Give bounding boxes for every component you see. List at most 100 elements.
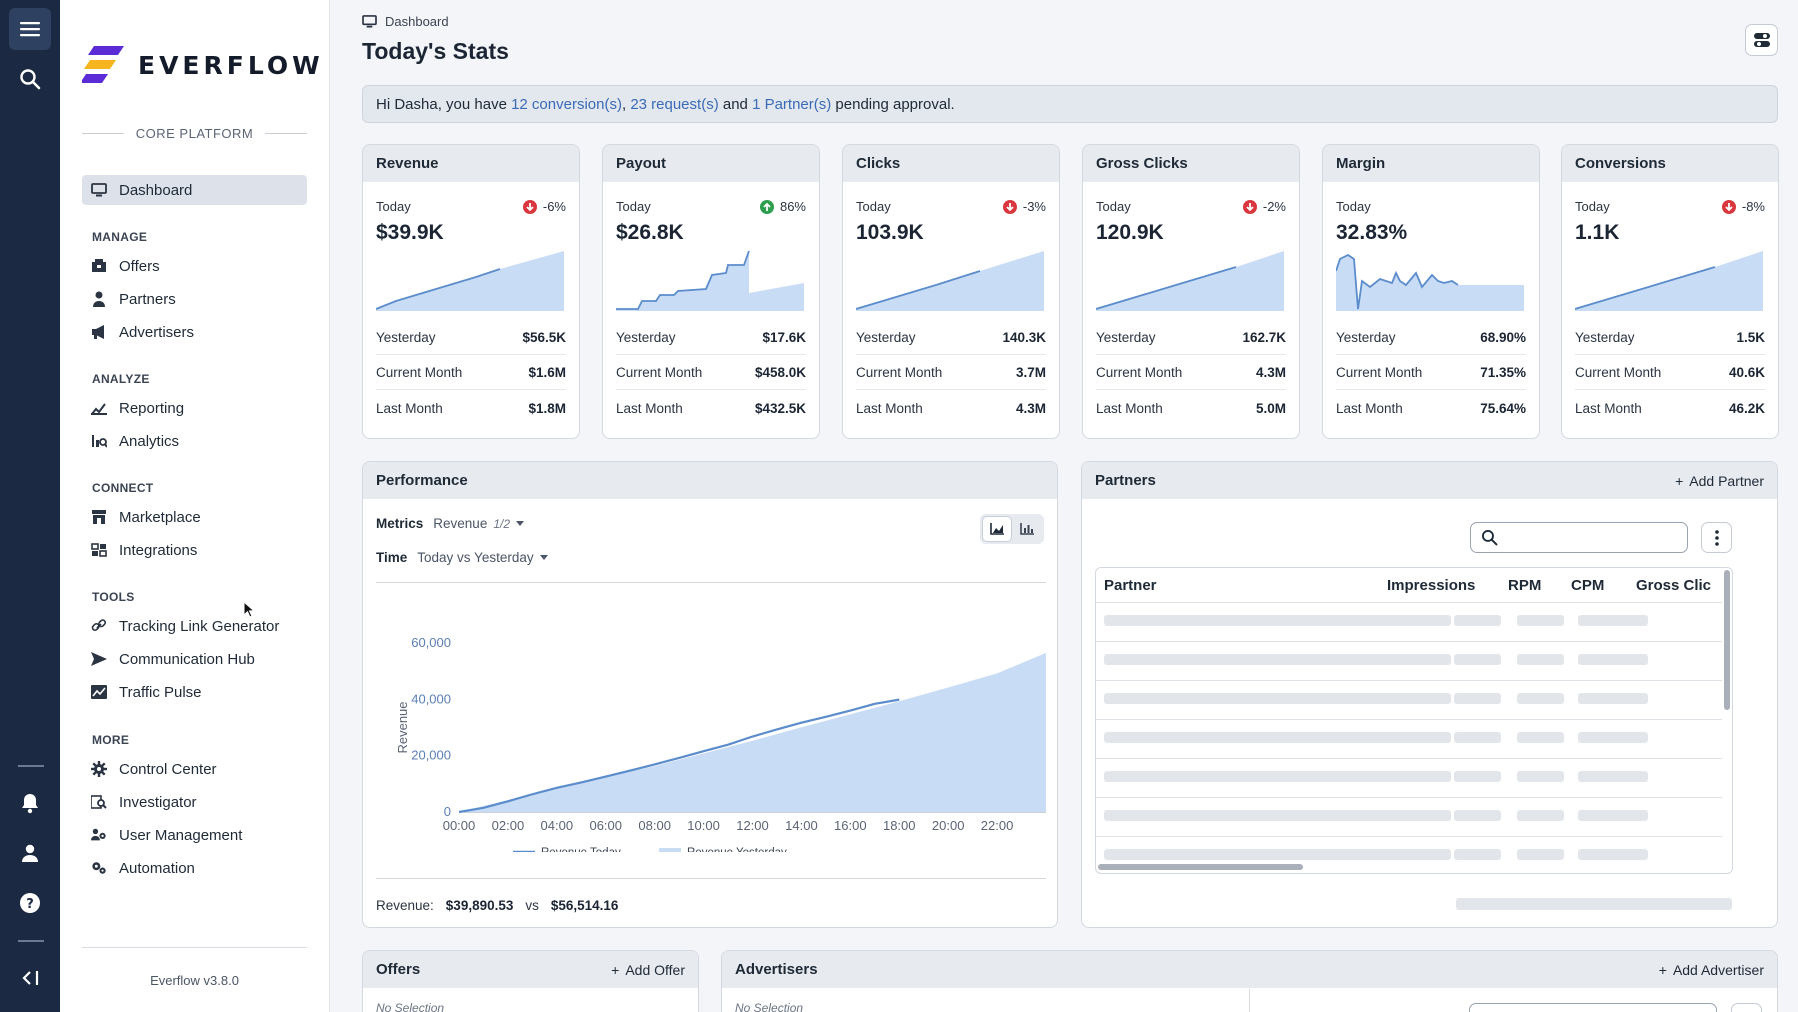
loading-placeholder [1454,693,1501,704]
conversions-link[interactable]: 12 conversion(s) [511,95,622,113]
loading-placeholder [1104,771,1373,782]
change-percent: -6% [522,199,566,214]
loading-placeholder [1578,849,1648,860]
everflow-logo[interactable]: EVERFLOW [82,46,324,84]
time-selector[interactable]: Time Today vs Yesterday [376,550,548,565]
y-tick-label: 0 [444,804,451,819]
metrics-selector[interactable]: Metrics Revenue 1/2 [376,516,525,531]
search-icon[interactable] [9,58,51,100]
sidebar-item-partners[interactable]: Partners [82,284,307,314]
sparkline-chart [616,251,804,311]
add-advertiser-button[interactable]: + Add Advertiser [1658,961,1764,978]
breadcrumb[interactable]: Dashboard [362,14,449,29]
stat-card-revenue[interactable]: Revenue Today -6% $39.9K Yesterday $56.5K… [362,144,580,439]
row-divider [1096,641,1722,642]
x-tick-label: 22:00 [981,818,1014,833]
advertisers-more-button[interactable] [1731,1003,1762,1012]
add-offer-button[interactable]: + Add Offer [611,961,685,978]
chart-view-toggle [980,514,1044,544]
sparkline-line [616,251,750,310]
sparkline-line [1575,266,1716,310]
x-tick-label: 08:00 [638,818,671,833]
sidebar-item-analytics[interactable]: Analytics [82,426,307,456]
section-manage: MANAGE [92,230,148,244]
stat-card-title: Payout [603,145,819,182]
stat-card-title: Gross Clicks [1083,145,1299,182]
integrations-icon [91,543,107,557]
sidebar-item-integrations[interactable]: Integrations [82,535,307,565]
x-tick-label: 00:00 [443,818,476,833]
stat-card-gross-clicks[interactable]: Gross Clicks Today -2% 120.9K Yesterday 1… [1082,144,1300,439]
column-header-cpm[interactable]: CPM [1571,576,1605,594]
last-month-row: Last Month 4.3M [856,400,1046,416]
partner-search-input[interactable] [1470,522,1688,553]
x-tick-label: 02:00 [492,818,525,833]
trend-down-icon [1721,199,1736,214]
help-icon[interactable]: ? [9,882,51,924]
sidebar-item-user-management[interactable]: User Management [82,820,307,850]
today-label: Today [856,199,891,214]
column-header-rpm[interactable]: RPM [1508,576,1542,594]
today-value: 103.9K [856,221,924,244]
revenue-summary: Revenue: $39,890.53 vs $56,514.16 [376,898,619,913]
sidebar-item-offers[interactable]: Offers [82,251,307,281]
loading-placeholder [1517,654,1564,665]
sidebar-item-reporting[interactable]: Reporting [82,393,307,423]
advertiser-search-input[interactable] [1469,1003,1717,1012]
legend-label-revenue-yesterday: Revenue Yesterday [687,847,787,852]
sidebar-item-marketplace[interactable]: Marketplace [82,502,307,532]
loading-placeholder [1517,732,1564,743]
bar-chart-view-button[interactable] [1012,516,1042,542]
sidebar-item-tracking-link-generator[interactable]: Tracking Link Generator [82,611,307,641]
vertical-scrollbar[interactable] [1724,570,1730,710]
stat-card-payout[interactable]: Payout Today 86% $26.8K Yesterday $17.6K … [602,144,820,439]
loading-placeholder [1517,615,1564,626]
requests-link[interactable]: 23 request(s) [630,95,719,113]
y-tick-label: 40,000 [411,691,451,706]
x-tick-label: 12:00 [736,818,769,833]
offers-selection[interactable]: No Selection [376,1001,445,1012]
sparkline-area [1336,255,1524,311]
stat-card-conversions[interactable]: Conversions Today -8% 1.1K Yesterday 1.5K… [1561,144,1779,439]
yesterday-row: Yesterday 162.7K [1096,321,1286,355]
section-analyze: ANALYZE [92,372,150,386]
change-percent: -2% [1242,199,1286,214]
performance-header: Performance [363,462,1057,499]
menu-icon[interactable] [9,8,51,50]
sidebar-item-control-center[interactable]: Control Center [82,754,307,784]
trend-down-icon [1002,199,1017,214]
stat-card-margin[interactable]: Margin Today 32.83% Yesterday 68.90% Curr… [1322,144,1540,439]
horizontal-scrollbar[interactable] [1098,864,1303,870]
sidebar-item-advertisers[interactable]: Advertisers [82,317,307,347]
add-partner-button[interactable]: + Add Partner [1675,472,1764,489]
sidebar-item-investigator[interactable]: Investigator [82,787,307,817]
collapse-sidebar-icon[interactable] [9,957,51,999]
revenue-today-total: $39,890.53 [445,898,514,913]
partners-header: Partners + Add Partner [1082,462,1777,499]
yesterday-row: Yesterday $17.6K [616,321,806,355]
investigator-icon [91,795,107,809]
layout-toggle-button[interactable] [1745,24,1778,56]
row-divider [1096,836,1722,837]
kebab-menu-icon [1714,529,1719,546]
sidebar-item-traffic-pulse[interactable]: Traffic Pulse [82,677,307,707]
column-header-impressions[interactable]: Impressions [1387,576,1476,594]
column-header-partner[interactable]: Partner [1104,576,1157,594]
stat-card-clicks[interactable]: Clicks Today -3% 103.9K Yesterday 140.3K … [842,144,1060,439]
sidebar-item-communication-hub[interactable]: Communication Hub [82,644,307,674]
y-tick-label: 60,000 [411,635,451,650]
store-icon [92,510,106,524]
partners-link[interactable]: 1 Partner(s) [752,95,832,113]
bell-icon[interactable] [9,782,51,824]
advertisers-selection[interactable]: No Selection [735,1001,804,1012]
loading-placeholder [1517,849,1564,860]
x-tick-label: 04:00 [541,818,574,833]
loading-placeholder [1517,810,1564,821]
sidebar-item-dashboard[interactable]: Dashboard [82,175,307,205]
partners-more-button[interactable] [1701,522,1732,553]
sidebar-item-automation[interactable]: Automation [82,853,307,883]
column-header-gross-clicks[interactable]: Gross Clic [1636,576,1712,594]
sparkline-area [376,251,564,311]
user-icon[interactable] [9,832,51,874]
area-chart-view-button[interactable] [982,516,1012,542]
